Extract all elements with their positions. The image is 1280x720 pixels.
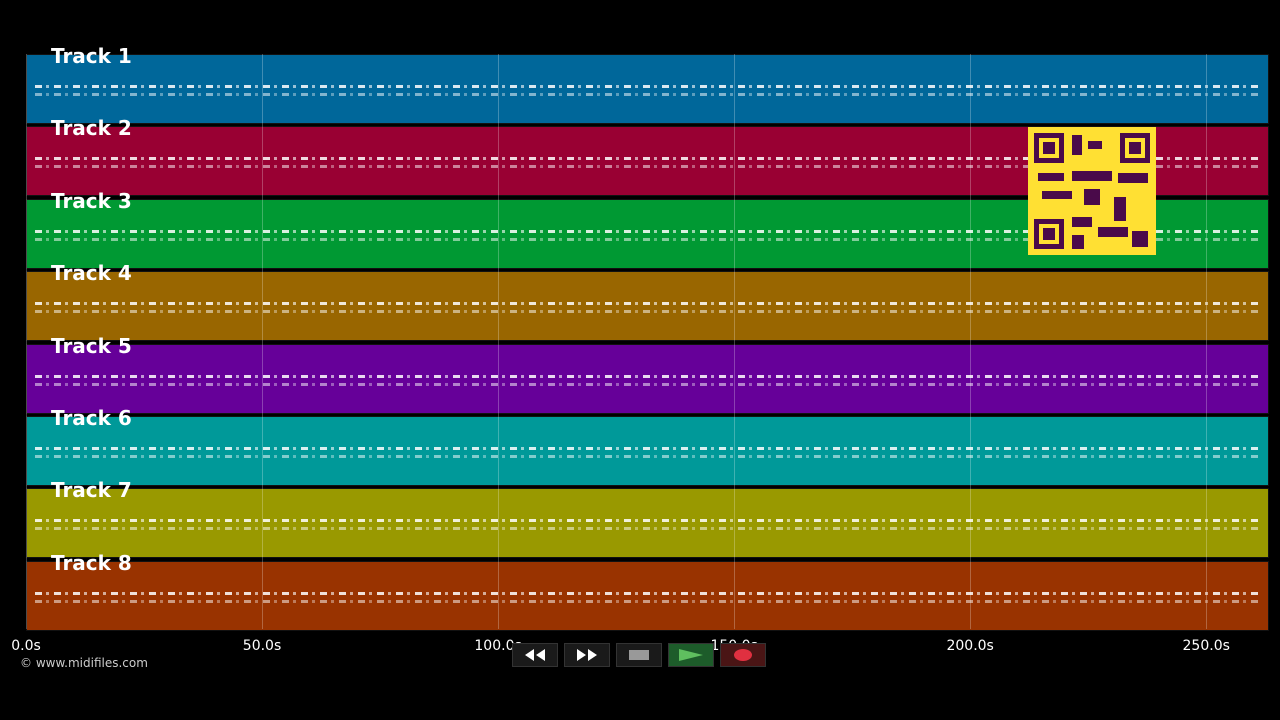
grid-line xyxy=(970,54,972,629)
copyright: © www.midifiles.com xyxy=(20,656,148,670)
grid-line xyxy=(734,54,736,629)
grid-line xyxy=(498,54,500,629)
track-label: Track 6 xyxy=(51,406,132,430)
note-pattern xyxy=(35,591,1260,595)
note-pattern xyxy=(35,374,1260,378)
note-pattern xyxy=(35,93,1260,96)
track-label: Track 4 xyxy=(51,261,132,286)
note-pattern xyxy=(35,165,1260,169)
note-pattern xyxy=(35,455,1260,458)
track-lane xyxy=(26,343,1269,414)
note-pattern xyxy=(35,519,1260,523)
track-lane xyxy=(26,560,1269,631)
tick-label: 250.0s xyxy=(1182,638,1230,654)
qr-pattern xyxy=(1034,133,1150,249)
note-pattern xyxy=(35,85,1260,88)
track-lane xyxy=(26,416,1269,486)
track-label: Track 5 xyxy=(51,333,132,358)
forward-button[interactable] xyxy=(564,643,610,667)
note-pattern xyxy=(35,237,1260,241)
track-label: Track 2 xyxy=(51,116,132,141)
note-pattern xyxy=(35,310,1260,314)
track-label: Track 7 xyxy=(51,478,132,503)
transport-controls xyxy=(512,643,768,667)
note-pattern xyxy=(35,527,1260,531)
qr-code xyxy=(1028,127,1156,255)
grid-line xyxy=(1206,54,1208,629)
tick-label: 100.0s xyxy=(474,638,522,654)
tick-label: 0.0s xyxy=(11,638,41,654)
track-label: Track 8 xyxy=(51,550,132,575)
note-pattern xyxy=(35,447,1260,450)
tick-label: 200.0s xyxy=(946,638,994,654)
play-button[interactable] xyxy=(668,643,714,667)
track-label: Track 3 xyxy=(51,188,132,213)
rewind-button[interactable] xyxy=(512,643,558,667)
note-pattern xyxy=(35,229,1260,233)
grid-line xyxy=(262,54,264,629)
stop-button[interactable] xyxy=(616,643,662,667)
note-pattern xyxy=(35,157,1260,161)
note-pattern xyxy=(35,302,1260,306)
track-label: Track 1 xyxy=(51,44,132,68)
grid-line xyxy=(26,54,27,629)
track-lane xyxy=(26,54,1269,124)
note-pattern xyxy=(35,599,1260,603)
note-pattern xyxy=(35,382,1260,386)
tick-label: 50.0s xyxy=(242,638,282,654)
track-lane xyxy=(26,271,1269,342)
record-button[interactable] xyxy=(720,643,766,667)
track-lane xyxy=(26,488,1269,559)
